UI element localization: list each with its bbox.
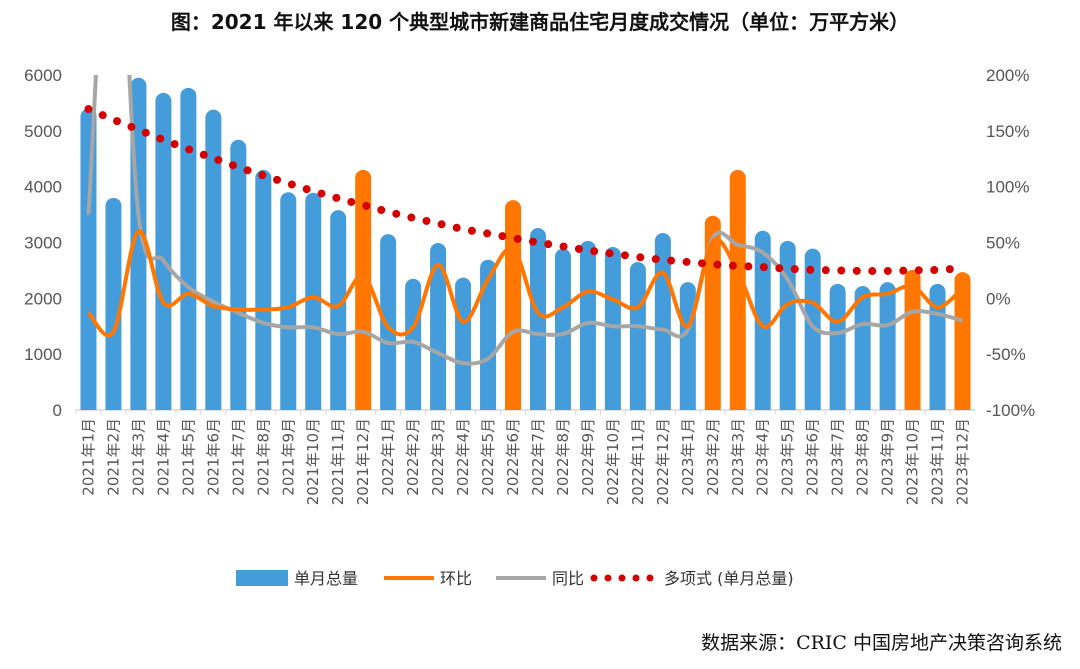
x-tick-label: 2023年9月 xyxy=(879,418,897,496)
bar xyxy=(105,197,122,410)
x-tick-label: 2021年5月 xyxy=(179,418,197,496)
trend-line xyxy=(84,105,967,276)
bar xyxy=(205,109,222,410)
right-tick-label: 200% xyxy=(986,66,1029,85)
bar xyxy=(679,282,696,410)
x-tick-label: 2023年4月 xyxy=(754,418,772,496)
left-tick-label: 5000 xyxy=(24,122,62,141)
x-tick-label: 2023年11月 xyxy=(929,418,947,505)
bar xyxy=(480,259,497,410)
right-tick-label: -100% xyxy=(986,401,1035,420)
bar xyxy=(954,272,971,410)
x-tick-label: 2022年4月 xyxy=(454,418,472,496)
left-tick-label: 2000 xyxy=(24,289,62,308)
bar xyxy=(380,234,397,410)
bar xyxy=(579,240,596,410)
bar xyxy=(180,87,197,410)
x-tick-label: 2021年2月 xyxy=(104,418,122,496)
bar xyxy=(305,192,322,410)
legend-swatch-bar xyxy=(236,570,288,586)
x-tick-label: 2021年4月 xyxy=(154,418,172,496)
x-tick-label: 2021年7月 xyxy=(229,418,247,496)
bar xyxy=(330,210,347,410)
x-tick-label: 2023年10月 xyxy=(904,418,922,505)
mom-line xyxy=(86,229,964,338)
left-tick-label: 1000 xyxy=(24,345,62,364)
bar xyxy=(879,282,896,410)
x-tick-label: 2022年6月 xyxy=(504,418,522,496)
x-tick-label: 2023年1月 xyxy=(679,418,697,496)
legend-label: 单月总量 xyxy=(294,569,358,588)
x-tick-label: 2021年9月 xyxy=(279,418,297,496)
x-tick-label: 2023年5月 xyxy=(779,418,797,496)
x-tick-label: 2023年2月 xyxy=(704,418,722,496)
bar xyxy=(554,248,571,410)
right-tick-label: 150% xyxy=(986,122,1029,141)
bar xyxy=(529,227,546,410)
bar xyxy=(405,278,422,410)
x-tick-label: 2021年1月 xyxy=(79,418,97,496)
lines xyxy=(84,75,967,366)
x-tick-label: 2022年5月 xyxy=(479,418,497,496)
source-note: 数据来源：CRIC 中国房地产决策咨询系统 xyxy=(701,632,1062,654)
left-tick-label: 3000 xyxy=(24,234,62,253)
left-tick-label: 6000 xyxy=(24,66,62,85)
bar xyxy=(255,169,272,410)
bar xyxy=(604,246,621,410)
x-tick-label: 2021年11月 xyxy=(329,418,347,505)
x-tick-label: 2022年3月 xyxy=(429,418,447,496)
x-tick-label: 2022年10月 xyxy=(604,418,622,505)
x-tick-label: 2023年8月 xyxy=(854,418,872,496)
x-tick-label: 2022年9月 xyxy=(579,418,597,496)
bar xyxy=(505,200,522,410)
x-tick-label: 2022年8月 xyxy=(554,418,572,496)
x-tick-label: 2021年8月 xyxy=(254,418,272,496)
bar xyxy=(904,269,921,410)
bar xyxy=(430,243,447,410)
legend-label: 环比 xyxy=(440,569,472,588)
right-tick-label: 100% xyxy=(986,178,1029,197)
bar xyxy=(280,192,297,410)
chart-title: 图：2021 年以来 120 个典型城市新建商品住宅月度成交情况（单位：万平方米… xyxy=(170,10,910,34)
bar xyxy=(829,283,846,410)
bar xyxy=(804,248,821,410)
right-tick-label: -50% xyxy=(986,345,1026,364)
left-tick-label: 0 xyxy=(53,401,62,420)
legend-label: 同比 xyxy=(552,569,584,588)
x-tick-label: 2023年12月 xyxy=(954,418,972,505)
yoy-line xyxy=(86,75,964,366)
right-tick-label: 0% xyxy=(986,289,1011,308)
bar xyxy=(230,139,247,410)
x-tick-label: 2022年11月 xyxy=(629,418,647,505)
x-tick-label: 2021年3月 xyxy=(129,418,147,496)
bar xyxy=(854,286,871,410)
x-tick-label: 2021年12月 xyxy=(354,418,372,505)
x-tick-label: 2022年2月 xyxy=(404,418,422,496)
x-tick-label: 2023年7月 xyxy=(829,418,847,496)
bar xyxy=(729,169,746,410)
bar xyxy=(355,169,372,410)
bar xyxy=(80,108,97,410)
left-tick-label: 4000 xyxy=(24,178,62,197)
bar xyxy=(455,277,472,410)
bars xyxy=(80,77,971,410)
x-tick-label: 2022年7月 xyxy=(529,418,547,496)
bar xyxy=(629,262,646,410)
x-tick-label: 2022年1月 xyxy=(379,418,397,496)
x-tick-label: 2021年10月 xyxy=(304,418,322,505)
right-tick-label: 50% xyxy=(986,234,1020,253)
x-tick-label: 2021年6月 xyxy=(204,418,222,496)
x-tick-label: 2023年6月 xyxy=(804,418,822,496)
legend-label: 多项式 (单月总量) xyxy=(664,569,794,588)
bar xyxy=(754,230,771,410)
x-tick-label: 2023年3月 xyxy=(729,418,747,496)
x-tick-label: 2022年12月 xyxy=(654,418,672,505)
bar xyxy=(155,92,172,410)
